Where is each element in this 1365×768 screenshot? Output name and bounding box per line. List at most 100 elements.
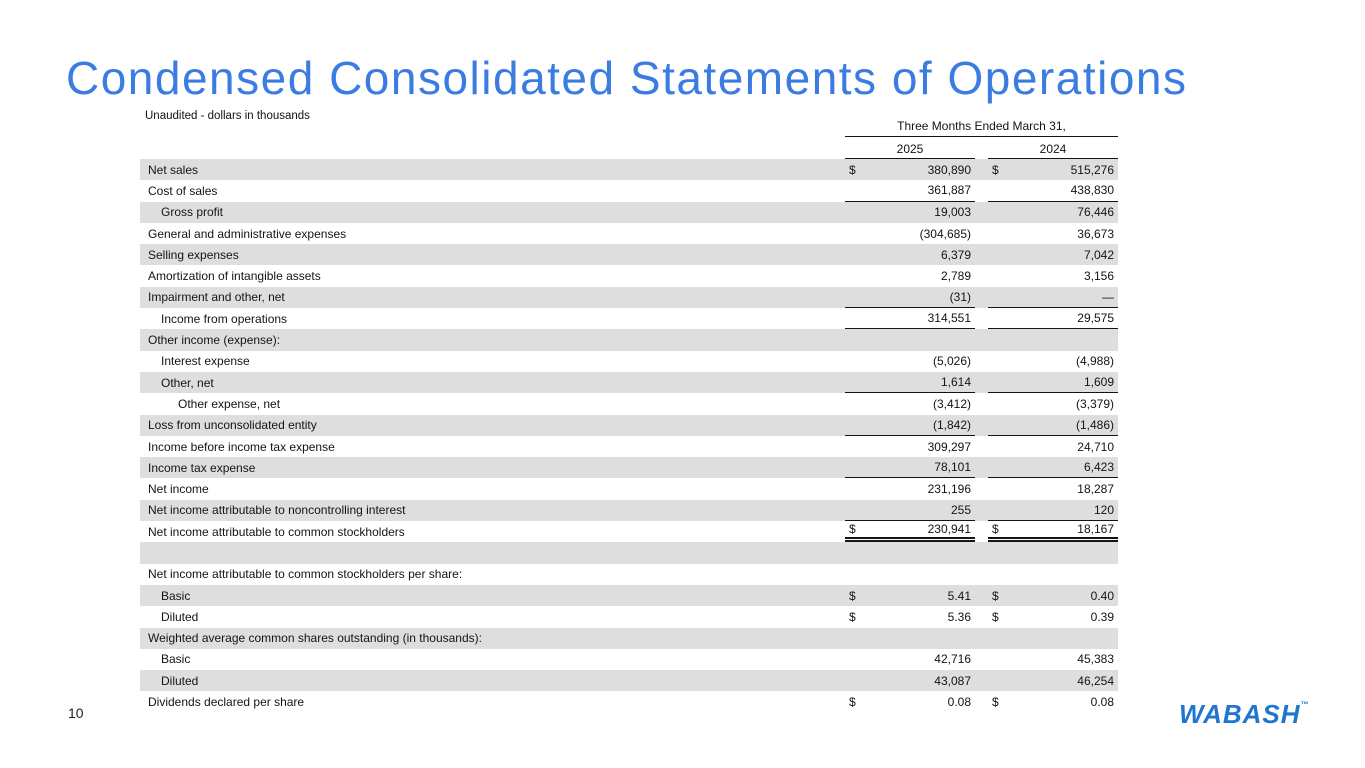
value-2025: (3,412) <box>845 393 975 414</box>
amount-2025: 19,003 <box>934 205 971 220</box>
row-label: Net sales <box>148 162 199 177</box>
table-row: Selling expenses 6,379 7,042 <box>140 244 1118 266</box>
column-gap <box>975 436 988 457</box>
amount-2025: 255 <box>950 502 971 517</box>
amount-2025: (3,412) <box>932 396 971 411</box>
amount-2025: (5,026) <box>932 354 971 369</box>
label-column-spacer <box>140 117 845 137</box>
row-label: Dividends declared per share <box>148 695 305 710</box>
value-2025: 6,379 <box>845 244 975 265</box>
table-row: Net sales $380,890 $515,276 <box>140 159 1118 181</box>
amount-2024: 0.08 <box>1090 695 1114 710</box>
amount-2025: 361,887 <box>927 183 971 198</box>
amount-2024: (3,379) <box>1075 396 1114 411</box>
value-2024: $515,276 <box>988 159 1118 180</box>
page-number: 10 <box>68 705 84 721</box>
value-2024: (4,988) <box>988 351 1118 372</box>
dollar-sign-2024: $ <box>992 522 999 537</box>
row-label: Income tax expense <box>148 460 256 475</box>
row-label: Income before income tax expense <box>148 439 335 454</box>
value-2025: 2,789 <box>845 265 975 286</box>
row-label: Diluted <box>161 609 199 624</box>
table-row: Basic 42,716 45,383 <box>140 648 1118 671</box>
table-body: Net sales $380,890 $515,276 Cost of sale… <box>140 159 1118 713</box>
amount-2024: 3,156 <box>1083 269 1114 284</box>
value-2025: 19,003 <box>845 202 975 223</box>
table-row: Income before income tax expense 309,297… <box>140 435 1118 458</box>
value-2025: 255 <box>845 500 975 522</box>
amount-2024: 45,383 <box>1077 652 1114 667</box>
column-gap <box>975 415 988 436</box>
value-2025: 1,614 <box>845 372 975 394</box>
amount-2025: 6,379 <box>940 247 971 262</box>
table-row: Impairment and other, net (31) — <box>140 286 1118 309</box>
value-2024: $0.39 <box>988 606 1118 627</box>
row-label: Other expense, net <box>178 396 281 411</box>
column-gap <box>975 244 988 265</box>
amount-2024: 76,446 <box>1077 205 1114 220</box>
column-gap <box>975 137 988 159</box>
column-gap <box>975 649 988 670</box>
value-2024: 18,287 <box>988 478 1118 499</box>
column-header-2024: 2024 <box>988 137 1118 159</box>
table-row: Basic $5.41 $0.40 <box>140 584 1118 607</box>
financial-table: Three Months Ended March 31, 2025 2024 N… <box>140 117 1118 713</box>
table-row: Amortization of intangible assets 2,789 … <box>140 265 1118 287</box>
label-column-spacer <box>140 137 845 159</box>
amount-2024: (1,486) <box>1075 417 1114 432</box>
row-label: Basic <box>161 588 191 603</box>
value-2025: $380,890 <box>845 159 975 180</box>
amount-2025: 314,551 <box>927 311 971 326</box>
amount-2024: 0.39 <box>1090 609 1114 624</box>
trademark-symbol: ™ <box>1300 700 1310 709</box>
column-gap <box>975 500 988 521</box>
amount-2025: (1,842) <box>932 417 971 432</box>
table-row: Income from operations 314,551 29,575 <box>140 308 1118 330</box>
value-2024 <box>988 329 1118 350</box>
dollar-sign-2025: $ <box>849 695 856 710</box>
amount-2024: 46,254 <box>1077 673 1114 688</box>
amount-2024: 18,287 <box>1077 482 1114 497</box>
row-label: Weighted average common shares outstandi… <box>148 631 482 646</box>
column-header-2025: 2025 <box>845 137 975 159</box>
value-2024: 120 <box>988 500 1118 522</box>
row-label: Basic <box>161 652 191 667</box>
value-2024: $0.40 <box>988 585 1118 606</box>
amount-2024: 438,830 <box>1070 183 1114 198</box>
table-row: Other income (expense): <box>140 329 1118 351</box>
amount-2024: 515,276 <box>1070 162 1114 177</box>
row-label: Net income attributable to common stockh… <box>148 567 463 582</box>
column-gap <box>975 393 988 414</box>
value-2025: 231,196 <box>845 478 975 499</box>
row-label <box>140 542 845 563</box>
column-gap <box>975 606 988 627</box>
value-2025: 309,297 <box>845 436 975 457</box>
row-label: Income from operations <box>161 311 288 326</box>
table-row: Income tax expense 78,101 6,423 <box>140 457 1118 479</box>
column-gap <box>975 670 988 691</box>
value-2025 <box>845 628 975 649</box>
amount-2025: 0.08 <box>947 695 971 710</box>
amount-2024: — <box>1102 289 1114 304</box>
amount-2025: 5.41 <box>947 588 971 603</box>
page-title: Condensed Consolidated Statements of Ope… <box>66 52 1188 104</box>
value-2025: (5,026) <box>845 351 975 372</box>
table-row: Gross profit 19,003 76,446 <box>140 201 1118 223</box>
table-row: Cost of sales 361,887 438,830 <box>140 180 1118 202</box>
row-label: Diluted <box>161 673 199 688</box>
dollar-sign-2024: $ <box>992 588 999 603</box>
value-2025: 314,551 <box>845 308 975 330</box>
amount-2025: (31) <box>949 289 971 304</box>
table-row: Loss from unconsolidated entity (1,842) … <box>140 414 1118 436</box>
row-label: Net income <box>148 482 209 497</box>
value-2025: $0.08 <box>845 691 975 712</box>
value-2025 <box>845 329 975 350</box>
wabash-logo-text: WABASH <box>1179 699 1301 729</box>
value-2024: 1,609 <box>988 372 1118 394</box>
value-2025: (304,685) <box>845 223 975 244</box>
dollar-sign-2024: $ <box>992 162 999 177</box>
value-2024: 46,254 <box>988 670 1118 691</box>
column-gap <box>975 202 988 223</box>
column-gap <box>975 287 988 308</box>
